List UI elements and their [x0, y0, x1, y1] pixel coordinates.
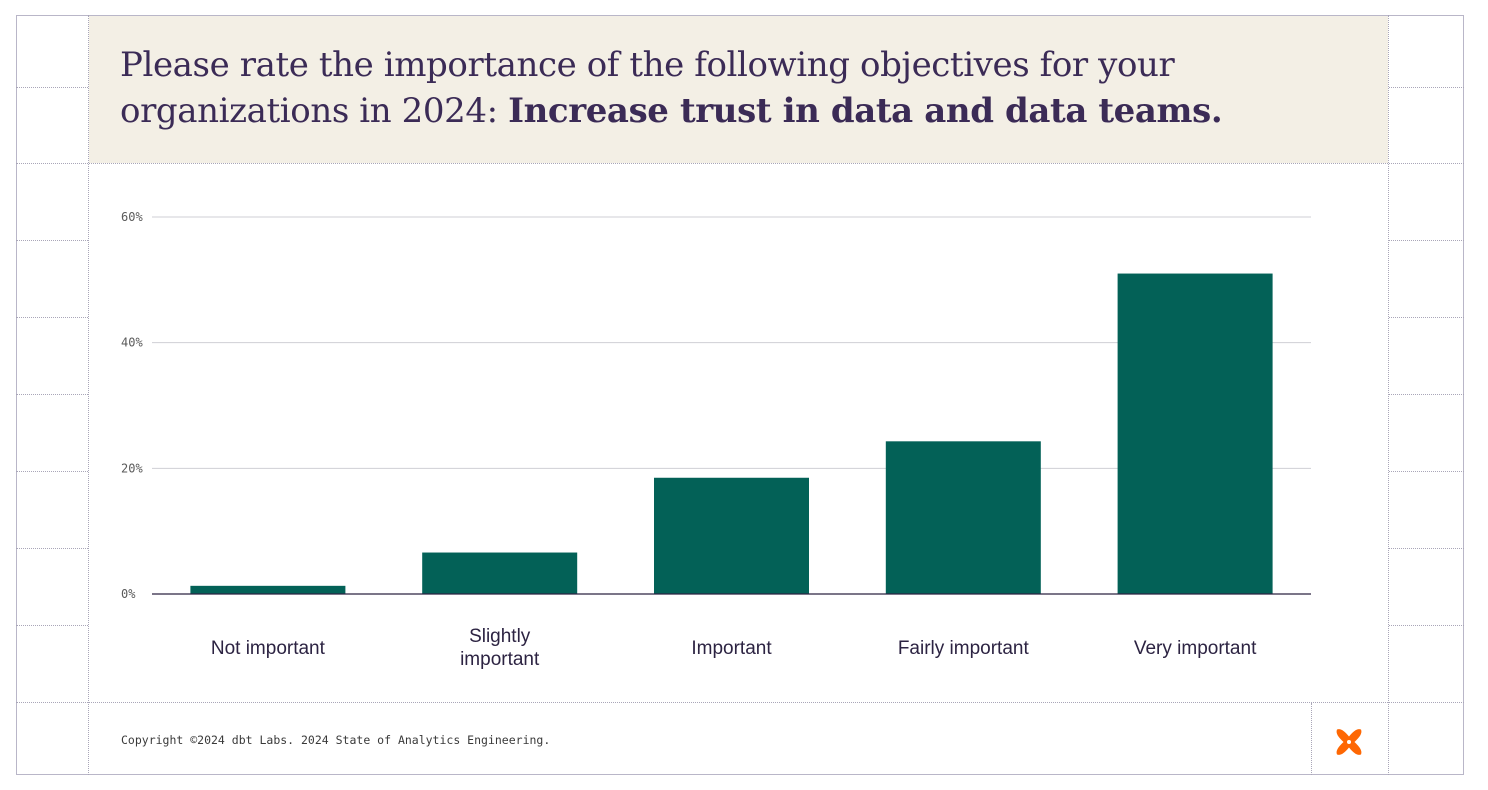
- chart-title-bold: Increase trust in data and data teams.: [508, 91, 1223, 131]
- bar: [190, 585, 346, 594]
- bar: [1117, 273, 1273, 594]
- grid-line: [1311, 703, 1312, 775]
- grid-line: [1388, 15, 1389, 775]
- slide-frame: [16, 15, 1464, 775]
- bar: [654, 477, 809, 594]
- y-tick-label: 60%: [121, 210, 143, 224]
- chart-title: Please rate the importance of the follow…: [120, 42, 1388, 134]
- bar: [885, 441, 1041, 594]
- copyright-text: Copyright ©2024 dbt Labs. 2024 State of …: [121, 733, 551, 747]
- x-tick-label: Very important: [1095, 637, 1295, 660]
- x-tick-label-line: Not important: [210, 637, 325, 659]
- title-box: Please rate the importance of the follow…: [89, 16, 1388, 163]
- x-tick-label-line: Slightly: [469, 626, 531, 647]
- grid-line: [88, 15, 89, 775]
- footer-panel: [89, 704, 1311, 774]
- y-tick-label: 40%: [121, 336, 143, 350]
- x-tick-label-line: Important: [691, 637, 772, 659]
- x-tick-label-line: Very important: [1133, 637, 1257, 659]
- chart-title-regular: Please rate the importance of the follow…: [120, 45, 1175, 131]
- dbt-logo-icon: [1336, 729, 1362, 755]
- x-tick-label-line: Fairly important: [897, 637, 1029, 659]
- x-tick-label: Slightly important: [400, 625, 600, 671]
- x-tick-label-line: important: [460, 649, 540, 670]
- y-tick-label: 0%: [121, 587, 136, 601]
- x-tick-label: Important: [632, 637, 832, 660]
- grid-line: [16, 702, 1464, 703]
- x-tick-label: Fairly important: [863, 637, 1063, 660]
- grid-line: [16, 163, 1464, 164]
- y-tick-label: 20%: [121, 461, 143, 475]
- bar: [422, 552, 578, 594]
- x-tick-label: Not important: [168, 637, 368, 660]
